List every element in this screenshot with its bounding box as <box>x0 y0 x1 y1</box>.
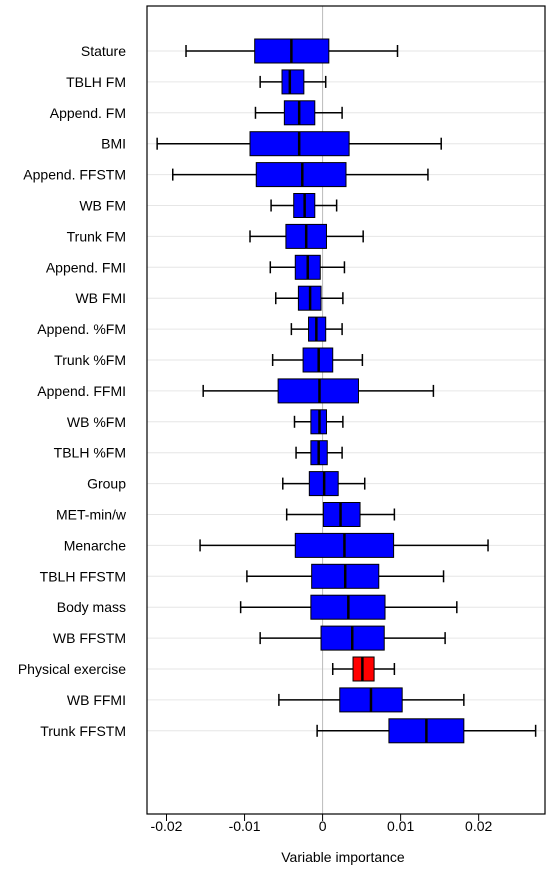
box-item <box>290 316 343 342</box>
box-item <box>271 347 364 373</box>
box-item <box>293 409 344 435</box>
box-item <box>202 378 435 404</box>
box-item <box>249 223 364 249</box>
category-label: Trunk FM <box>67 228 126 244</box>
category-label: Append. FFSTM <box>23 167 126 183</box>
box-item <box>278 687 465 713</box>
x-tick-label: 0.01 <box>387 818 414 834</box>
box-item <box>185 38 399 64</box>
category-label: Append. %FM <box>37 321 126 337</box>
category-label: WB FFMI <box>67 692 126 708</box>
category-label: Body mass <box>57 599 126 615</box>
category-label: TBLH FFSTM <box>40 568 126 584</box>
box-item <box>259 69 327 95</box>
box-item <box>254 100 343 126</box>
category-label: TBLH FM <box>66 74 126 90</box>
x-tick-label: -0.02 <box>151 818 183 834</box>
category-label: Append. FM <box>50 105 126 121</box>
box-item <box>199 532 489 558</box>
x-tick-label: 0 <box>319 818 327 834</box>
x-tick-label: 0.02 <box>465 818 492 834</box>
category-label: Trunk FFSTM <box>40 723 126 739</box>
box-item <box>331 656 396 682</box>
category-label: Menarche <box>64 537 126 553</box>
x-axis-ticks: -0.02 -0.01 0 0.01 0.02 <box>151 814 493 834</box>
category-label: WB FM <box>79 198 126 214</box>
box-item <box>246 563 445 589</box>
plot-frame <box>146 5 546 815</box>
category-label: TBLH %FM <box>54 445 126 461</box>
category-label: Stature <box>81 43 126 59</box>
box-item <box>275 285 344 311</box>
category-label: Group <box>87 476 126 492</box>
category-label: Physical exercise <box>18 661 126 677</box>
box-item <box>239 594 458 620</box>
box-series <box>156 38 537 744</box>
iqr-box <box>281 69 305 95</box>
category-label: WB FMI <box>75 290 126 306</box>
category-label: BMI <box>101 136 126 152</box>
category-labels: Stature TBLH FM Append. FM BMI Append. FFSTM… <box>18 43 127 739</box>
category-label: Trunk %FM <box>54 352 126 368</box>
box-item <box>269 254 346 280</box>
box-item <box>282 471 366 497</box>
x-axis-label: Variable importance <box>281 849 405 865</box>
category-label: MET-min/w <box>56 507 127 523</box>
box-item <box>285 502 396 527</box>
box-item <box>172 162 429 188</box>
box-item <box>156 131 442 157</box>
category-label: Append. FMI <box>46 259 126 275</box>
category-label: Append. FFMI <box>37 383 126 399</box>
box-item <box>316 718 537 744</box>
box-item <box>259 625 446 651</box>
box-item <box>270 193 338 218</box>
box-item <box>295 440 343 466</box>
category-label: WB FFSTM <box>53 630 126 646</box>
category-label: WB %FM <box>67 414 126 430</box>
x-tick-label: -0.01 <box>229 818 261 834</box>
